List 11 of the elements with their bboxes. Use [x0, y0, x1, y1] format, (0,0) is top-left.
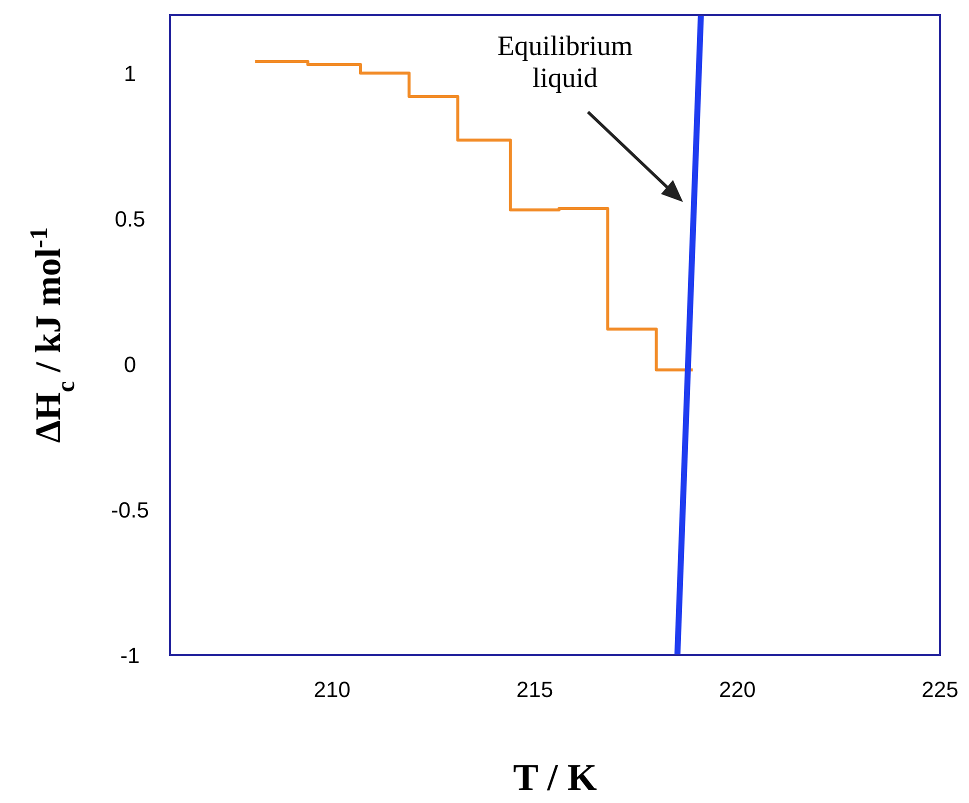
y-tick-label: 0.5 [114, 206, 146, 232]
x-axis-title: T / K [513, 757, 598, 799]
x-tick-label: 215 [516, 677, 554, 702]
y-tick-label: 0 [124, 352, 136, 378]
y-tick-label: -1 [120, 643, 140, 668]
x-tick-label: 210 [314, 677, 350, 702]
annotation: Equilibrium liquid [497, 31, 633, 94]
x-tick-label: 220 [719, 677, 756, 702]
x-tick-label: 225 [922, 677, 958, 702]
y-tick-label: 1 [124, 61, 136, 86]
y-tick-label: -0.5 [111, 498, 149, 523]
